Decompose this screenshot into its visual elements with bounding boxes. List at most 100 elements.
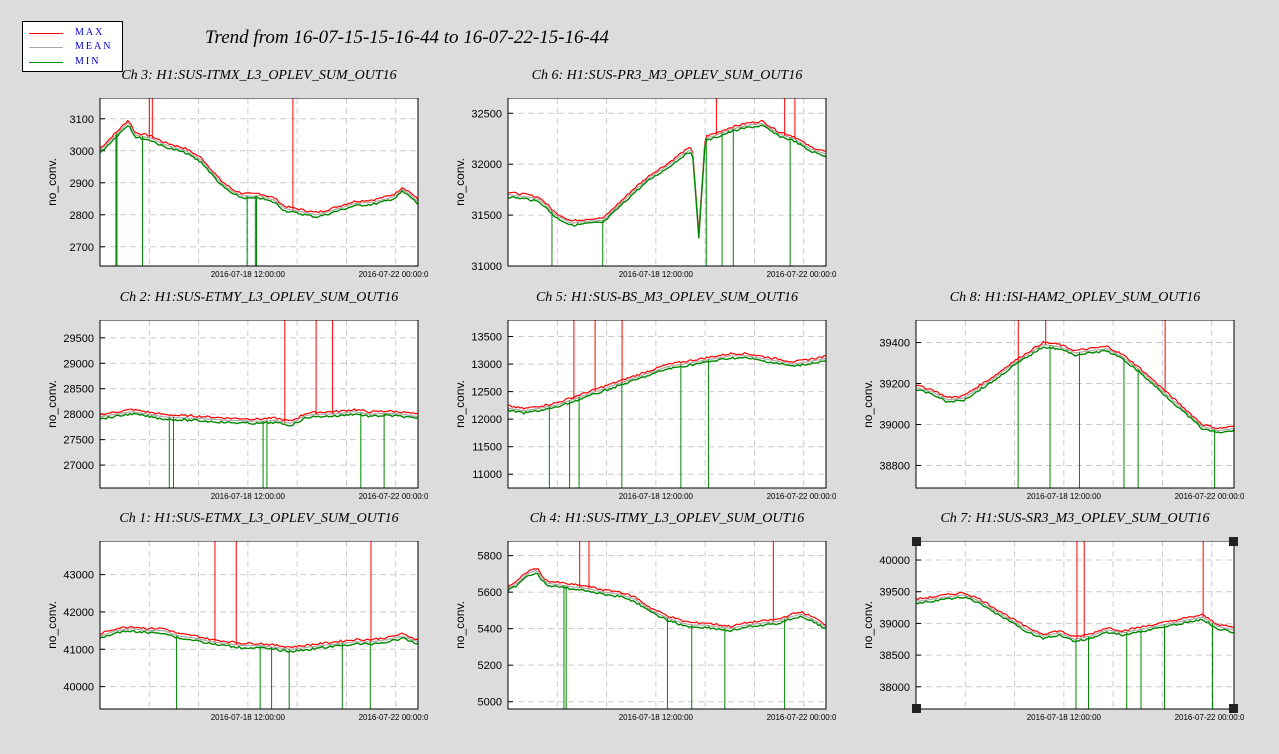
y-tick-label: 42000 [63, 607, 94, 619]
series-max-line [915, 591, 1235, 638]
x-tick-label: 2016-07-22 00:00:00 [359, 492, 428, 501]
x-tick-label: 2016-07-18 12:00:00 [619, 713, 694, 722]
plot-area [100, 320, 418, 488]
y-tick-label: 5400 [478, 624, 502, 636]
trend-plot: 5000 5200 5400 5600 5800 2016-07-18 12:00:00 2… [453, 541, 836, 722]
y-tick-label: 43000 [63, 570, 94, 582]
y-tick-label: 2700 [70, 242, 94, 254]
page-title: Trend from 16-07-15-15-16-44 to 16-07-22… [205, 27, 609, 48]
y-tick-label: 2900 [70, 178, 94, 190]
plot-area [916, 320, 1234, 488]
y-tick-label: 39200 [879, 379, 910, 391]
y-tick-label: 3100 [70, 114, 94, 126]
y-tick-label: 38500 [879, 650, 910, 662]
y-tick-label: 39500 [879, 587, 910, 599]
y-axis-label: no_conv. [45, 380, 59, 428]
x-tick-label: 2016-07-18 12:00:00 [211, 713, 286, 722]
legend-swatch-max [29, 33, 63, 34]
plot-frame [99, 541, 419, 710]
plot-frame [915, 541, 1235, 710]
y-tick-label: 28500 [63, 384, 94, 396]
y-axis-label: no_conv. [453, 158, 467, 206]
x-tick-label: 2016-07-18 12:00:00 [619, 492, 694, 501]
y-tick-label: 2800 [70, 210, 94, 222]
series-max-line [99, 119, 419, 214]
plot-title: Ch 7: H1:SUS-SR3_M3_OPLEV_SUM_OUT16 [940, 511, 1210, 526]
trend-plot: 38000 38500 39000 39500 40000 2016-07-18 12:0… [861, 541, 1244, 722]
x-tick-label: 2016-07-18 12:00:00 [1027, 713, 1102, 722]
series-min-line [915, 346, 1235, 434]
y-tick-label: 40000 [63, 682, 94, 694]
y-tick-label: 5200 [478, 660, 502, 672]
legend-item-mean: MEAN [23, 41, 122, 55]
plot-frame [507, 320, 827, 489]
y-tick-label: 27500 [63, 435, 94, 447]
y-tick-label: 31500 [471, 210, 502, 222]
y-tick-label: 27000 [63, 460, 94, 472]
plot-frame [99, 98, 419, 267]
x-tick-label: 2016-07-22 00:00:00 [359, 270, 428, 279]
y-tick-label: 41000 [63, 644, 94, 656]
y-axis-label: no_conv. [861, 601, 875, 649]
plot-area [508, 98, 826, 266]
series-max-line [507, 351, 827, 410]
y-tick-label: 3000 [70, 146, 94, 158]
series-mean-line [915, 594, 1235, 640]
y-axis-label: no_conv. [453, 380, 467, 428]
series-mean-line [507, 355, 827, 412]
y-tick-label: 40000 [879, 555, 910, 567]
x-tick-label: 2016-07-18 12:00:00 [211, 270, 286, 279]
plot-title: Ch 8: H1:ISI-HAM2_OPLEV_SUM_OUT16 [949, 290, 1201, 305]
y-tick-label: 11000 [472, 469, 502, 481]
x-tick-label: 2016-07-18 12:00:00 [1027, 492, 1102, 501]
trend-plot: 38800 39000 39200 39400 2016-07-18 12:00:00 2… [861, 320, 1244, 501]
y-tick-label: 11500 [472, 442, 502, 454]
x-tick-label: 2016-07-22 00:00:00 [767, 713, 836, 722]
y-tick-label: 12500 [471, 387, 502, 399]
y-tick-label: 5000 [478, 697, 502, 709]
legend-swatch-min [29, 62, 63, 63]
legend-label-max: MAX [75, 27, 105, 38]
series-min-line [915, 596, 1235, 643]
plot-frame [507, 541, 827, 710]
series-max-line [508, 119, 827, 233]
y-tick-label: 39400 [879, 338, 910, 350]
plot-area [100, 541, 418, 709]
y-axis-label: no_conv. [861, 380, 875, 428]
plot-title: Ch 2: H1:SUS-ETMY_L3_OPLEV_SUM_OUT16 [119, 290, 399, 305]
legend-label-mean: MEAN [75, 41, 113, 52]
y-axis-label: no_conv. [45, 158, 59, 206]
y-tick-label: 32500 [471, 108, 502, 120]
x-tick-label: 2016-07-22 00:00:00 [359, 713, 428, 722]
x-tick-label: 2016-07-22 00:00:00 [1175, 713, 1244, 722]
y-tick-label: 5600 [478, 587, 502, 599]
trend-plot: 27000 27500 28000 28500 29000 29500 2016-07-18… [45, 320, 428, 501]
plot-frame [507, 98, 827, 267]
series-min-line [99, 412, 419, 427]
y-axis-label: no_conv. [453, 601, 467, 649]
series-min-line [99, 629, 419, 653]
y-tick-label: 28000 [63, 409, 94, 421]
series-max-line [915, 340, 1235, 430]
y-tick-label: 5800 [478, 551, 502, 563]
plot-title: Ch 6: H1:SUS-PR3_M3_OPLEV_SUM_OUT16 [531, 68, 803, 83]
y-tick-label: 29000 [63, 358, 94, 370]
y-tick-label: 39000 [879, 419, 910, 431]
series-mean-line [99, 410, 419, 424]
x-tick-label: 2016-07-18 12:00:00 [211, 492, 286, 501]
trend-plot: 11000 11500 12000 12500 13000 13500 2016-07-18… [453, 320, 836, 501]
series-min-line [99, 125, 419, 219]
trend-plot: 31000 31500 32000 32500 2016-07-18 12:00:00 2… [453, 98, 836, 279]
series-mean-line [99, 628, 419, 650]
y-axis-label: no_conv. [45, 601, 59, 649]
plot-title: Ch 3: H1:SUS-ITMX_L3_OPLEV_SUM_OUT16 [121, 68, 397, 83]
x-tick-label: 2016-07-22 00:00:00 [767, 270, 836, 279]
y-tick-label: 29500 [63, 333, 94, 345]
y-tick-label: 32000 [471, 159, 502, 171]
y-tick-label: 38000 [879, 682, 910, 694]
plot-area [508, 320, 826, 488]
plot-area [916, 541, 1234, 709]
trend-plot: 2700 2800 2900 3000 3100 2016-07-18 12:00:00 2… [45, 98, 428, 279]
plot-area [100, 98, 418, 266]
legend-label-min: MIN [75, 56, 101, 67]
